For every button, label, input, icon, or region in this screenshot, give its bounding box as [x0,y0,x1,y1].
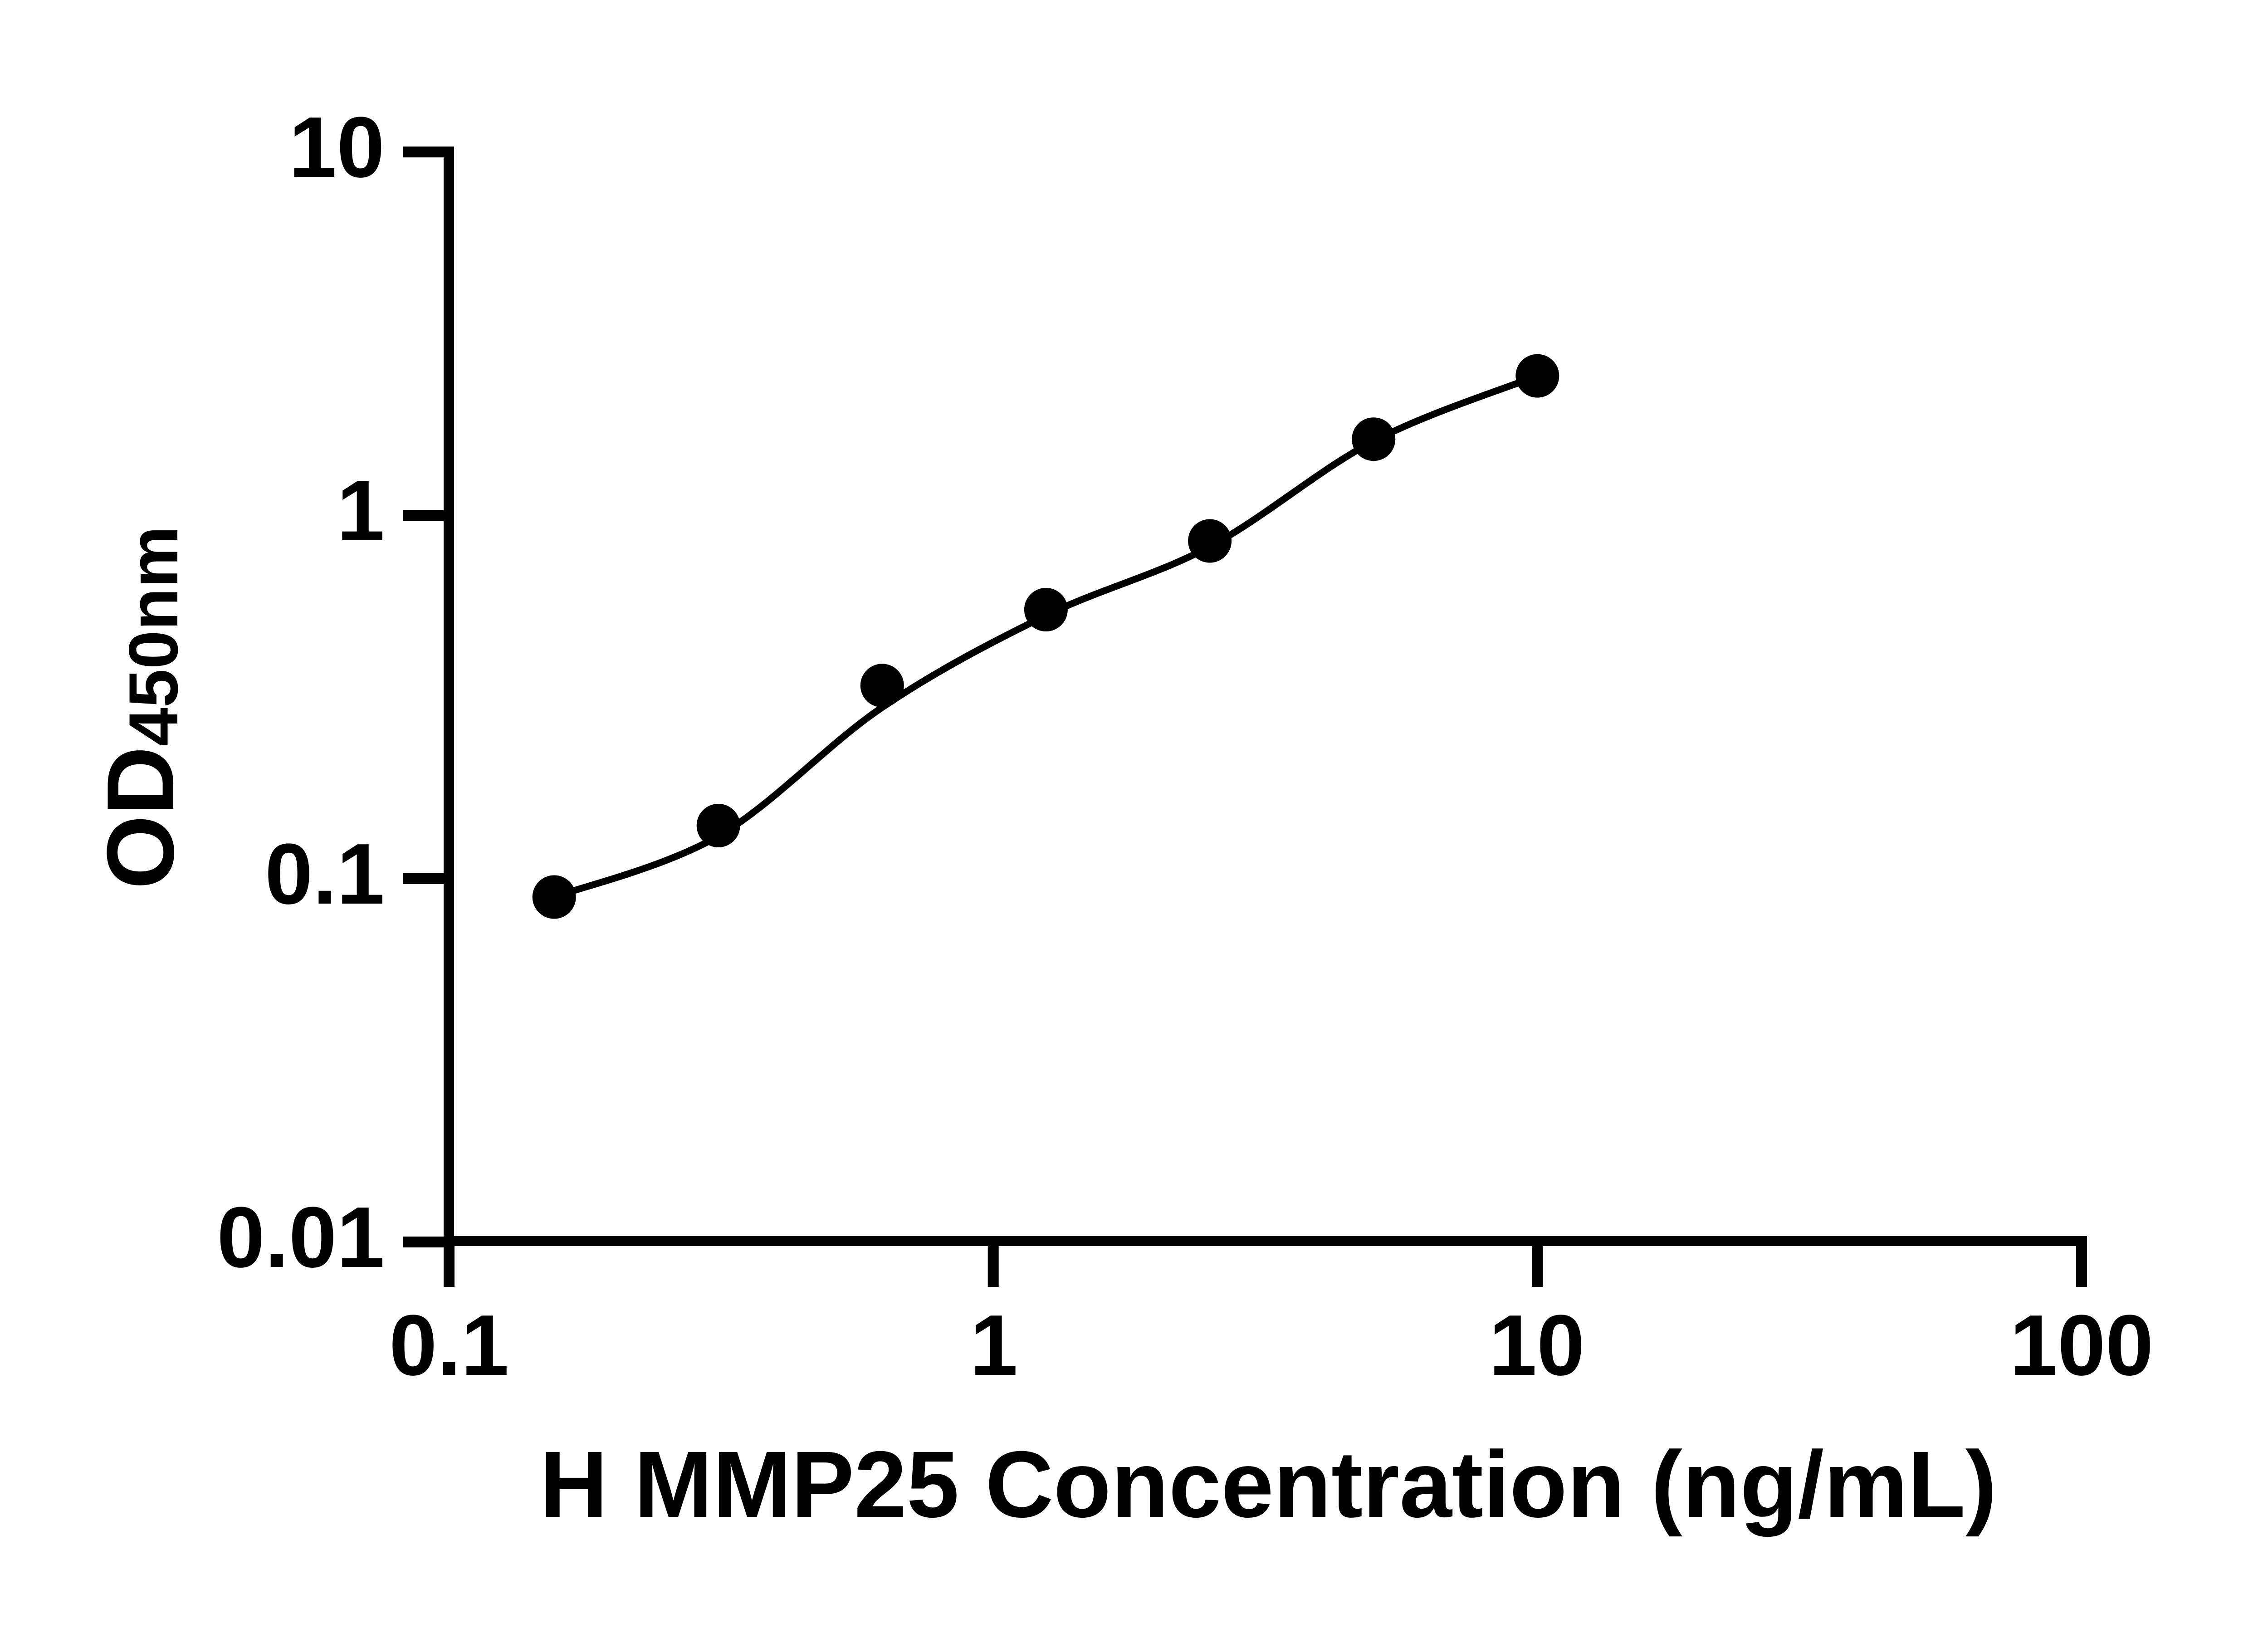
data-point [532,875,576,919]
data-point [1352,417,1396,461]
y-tick-mark [403,873,444,884]
data-point [1024,588,1068,631]
x-tick-mark [987,1246,999,1287]
y-tick-label-10: 10 [288,99,385,196]
y-tick-label-1: 1 [337,463,385,559]
x-tick-mark [444,1246,455,1287]
x-axis-title: H MMP25 Concentration (ng/mL) [539,1432,1997,1537]
y-axis-title-main: OD [87,746,194,890]
x-tick-mark [1532,1246,1543,1287]
y-axis-title-subscript: 450nm [115,526,193,747]
y-tick-mark [403,1237,444,1247]
x-tick-mark [2076,1246,2087,1287]
y-tick-label-0-1: 0.1 [264,826,385,922]
data-point [696,804,740,847]
y-tick-mark [403,147,444,157]
x-tick-label-10: 10 [1489,1297,1585,1393]
data-point [860,664,904,708]
y-tick-label-0-01: 0.01 [217,1189,385,1286]
y-axis-title: OD450nm [87,526,194,890]
y-tick-mark [403,510,444,521]
data-point [1515,354,1559,398]
x-tick-label-1: 1 [970,1297,1018,1393]
x-axis-line [444,1236,2087,1246]
x-tick-label-0-1: 0.1 [389,1297,509,1393]
x-tick-label-100: 100 [2009,1297,2154,1393]
data-point [1188,519,1232,563]
y-axis-line [444,147,454,1247]
